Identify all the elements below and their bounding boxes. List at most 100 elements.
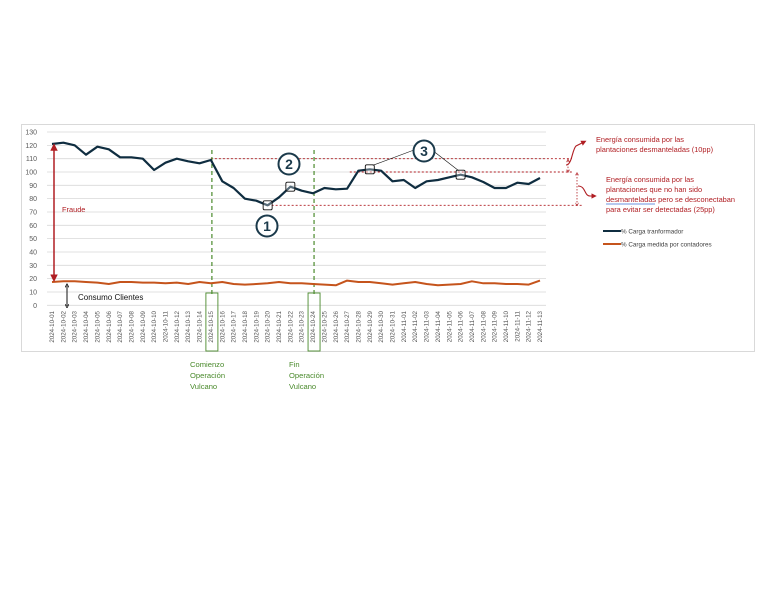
y-tick-label: 40 (29, 249, 37, 256)
x-tick-label: 2024-10-28 (355, 310, 362, 342)
x-tick-label: 2024-10-13 (185, 310, 192, 342)
legend: % Carga tranformador % Carga medida por c… (603, 228, 712, 248)
comienzo-operacion-label: Comienzo (190, 360, 224, 369)
x-tick-label: 2024-11-02 (412, 310, 419, 342)
x-tick-label: 2024-10-25 (321, 310, 328, 342)
x-tick-label: 2024-10-27 (344, 310, 351, 342)
marker-circle-1-label: 1 (263, 218, 271, 234)
marker-circle-2 (277, 152, 301, 176)
x-tick-label: 2024-10-11 (163, 310, 170, 342)
energia-desmanteladas-label: Energía consumida por las (596, 135, 684, 144)
operation-start-date-box (205, 292, 219, 352)
y-axis: 0 10 20 30 40 50 60 70 80 90 100 110 120 130 (25, 130, 37, 310)
x-tick-label: 2024-10-02 (60, 310, 67, 342)
x-tick-label: 2024-10-31 (390, 310, 397, 342)
x-tick-label: 2024-11-07 (469, 310, 476, 342)
y-tick-label: 130 (25, 130, 37, 137)
marker-circle-1 (255, 214, 279, 238)
x-tick-label: 2024-10-23 (299, 310, 306, 342)
x-tick-label: 2024-11-08 (480, 310, 487, 342)
energia-no-desmanteladas-label: plantaciones que no han sido (606, 185, 702, 194)
x-tick-label: 2024-10-06 (106, 310, 113, 342)
x-tick-label: 2024-10-10 (151, 310, 158, 342)
marker-3-leader-a (372, 149, 415, 166)
x-tick-label: 2024-11-11 (514, 310, 521, 341)
highlight-square (262, 200, 273, 211)
marker-circle-3-label: 3 (420, 143, 428, 159)
marker-3-leader-b (431, 149, 459, 171)
gridlines (47, 131, 546, 306)
y-tick-label: 60 (29, 223, 37, 230)
energia-desmanteladas-label: plantaciones desmanteladas (10pp) (596, 145, 713, 154)
legend-label: % Carga tranformador (621, 228, 683, 235)
chart-frame (21, 124, 755, 352)
x-tick-label: 2024-10-20 (265, 310, 272, 342)
series-lines (51, 141, 541, 287)
x-tick-label: 2024-10-17 (231, 310, 238, 342)
energia-no-desmanteladas-label: Energía consumida por las (606, 175, 694, 184)
x-tick-label: 2024-11-12 (526, 310, 533, 342)
y-tick-label: 70 (29, 209, 37, 216)
x-tick-label: 2024-10-29 (367, 310, 374, 342)
y-tick-label: 120 (25, 143, 37, 150)
consumo-clientes-label: Consumo Clientes (78, 293, 143, 302)
annotations: Fraude Consumo Clientes Comienzo Operación V… (50, 135, 735, 391)
y-tick-label: 10 (29, 289, 37, 296)
x-tick-label: 2024-10-04 (83, 310, 90, 342)
x-tick-label: 2024-10-19 (253, 310, 260, 342)
fin-operacion-label: Vulcano (289, 382, 316, 391)
operation-end-date-box (307, 292, 321, 352)
energia-no-desmanteladas-label: desmanteladas pero se desconectaban (606, 195, 735, 204)
x-tick-label: 2024-11-13 (537, 310, 544, 342)
x-tick-label: 2024-10-16 (219, 310, 226, 342)
marker-circle-3 (412, 139, 436, 163)
x-axis: 2024-10-01 2024-10-02 2024-10-03 2024-10-04… (49, 310, 544, 342)
energia-no-desmanteladas-label: para evitar ser detectadas (25pp) (606, 205, 715, 214)
x-tick-label: 2024-10-21 (276, 310, 283, 342)
x-tick-label: 2024-10-07 (117, 310, 124, 342)
x-tick-label: 2024-10-26 (333, 310, 340, 342)
x-tick-label: 2024-10-08 (128, 310, 135, 342)
y-tick-label: 0 (33, 303, 37, 310)
y-tick-label: 80 (29, 196, 37, 203)
fraude-label: Fraude (62, 205, 85, 214)
y-tick-label: 50 (29, 236, 37, 243)
x-tick-label: 2024-11-05 (446, 310, 453, 342)
x-tick-label: 2024-10-30 (378, 310, 385, 342)
connector-arrow-1 (565, 140, 587, 166)
y-tick-label: 30 (29, 263, 37, 270)
comienzo-operacion-label: Vulcano (190, 382, 217, 391)
x-tick-label: 2024-11-10 (503, 310, 510, 342)
x-tick-label: 2024-10-14 (197, 310, 204, 342)
fin-operacion-label: Operación (289, 371, 324, 380)
x-tick-label: 2024-10-01 (49, 310, 56, 342)
legend-label: % Carga medida por contadores (621, 241, 712, 248)
x-tick-label: 2024-10-09 (140, 310, 147, 342)
highlight-square (364, 164, 375, 175)
y-tick-label: 110 (26, 156, 37, 163)
x-tick-label: 2024-10-05 (94, 310, 101, 342)
highlight-square (455, 169, 466, 180)
x-tick-label: 2024-11-06 (458, 310, 465, 342)
x-tick-label: 2024-11-03 (424, 310, 431, 342)
series-line-contadores (51, 279, 541, 287)
x-tick-label: 2024-10-12 (174, 310, 181, 342)
x-tick-label: 2024-10-24 (310, 310, 317, 342)
series-line-transformador (51, 141, 541, 207)
comienzo-operacion-label: Operación (190, 371, 225, 380)
x-tick-label: 2024-10-03 (72, 310, 79, 342)
y-tick-label: 90 (29, 183, 37, 190)
x-tick-label: 2024-10-22 (287, 310, 294, 342)
highlight-square (285, 181, 296, 192)
x-tick-label: 2024-11-09 (492, 310, 499, 342)
connector-arrow-2 (577, 185, 597, 199)
x-tick-label: 2024-11-01 (401, 310, 408, 342)
y-tick-label: 100 (25, 170, 37, 177)
x-tick-label: 2024-11-04 (435, 310, 442, 342)
marker-circle-2-label: 2 (285, 156, 293, 172)
x-tick-label: 2024-10-18 (242, 310, 249, 342)
fin-operacion-label: Fin (289, 360, 300, 369)
x-tick-label: 2024-10-15 (208, 310, 215, 342)
y-tick-label: 20 (29, 276, 37, 283)
